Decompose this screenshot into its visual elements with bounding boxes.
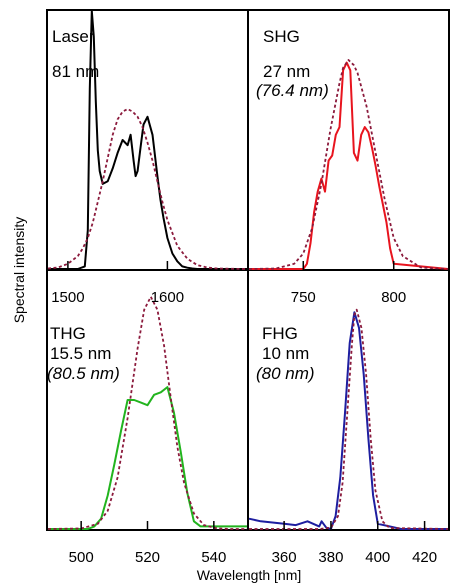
- annotation-thg-label: THG: [50, 324, 86, 343]
- panel-frame-bottom-left: [46, 269, 249, 531]
- annotation-laser-width: 81 nm: [52, 62, 99, 81]
- x-tick-label-top-left-1600: 1600: [151, 289, 184, 306]
- annotation-shg-width: 27 nm: [263, 62, 310, 81]
- panel-frame-top-left: [46, 9, 249, 271]
- panel-frame-bottom-right: [247, 269, 450, 531]
- y-axis-title: Spectral intensity: [11, 217, 27, 324]
- x-tick-label-bottom-right-380: 380: [318, 549, 343, 566]
- annotation-thg-width: 15.5 nm: [50, 344, 111, 363]
- series-line-top-left-fit: [47, 108, 248, 270]
- x-tick-label-top-left-1500: 1500: [51, 289, 84, 306]
- annotation-fhg-fit-width: (80 nm): [256, 364, 315, 383]
- series-layer: [47, 10, 449, 530]
- x-tick-label-bottom-left-500: 500: [69, 549, 94, 566]
- x-tick-label-bottom-right-420: 420: [412, 549, 437, 566]
- x-tick-label-top-right-750: 750: [291, 289, 316, 306]
- annotation-laser-label: Laser: [52, 27, 95, 46]
- x-tick-label-top-right-800: 800: [381, 289, 406, 306]
- series-line-top-right-measured: [249, 61, 449, 270]
- series-line-top-left-measured: [48, 10, 247, 270]
- x-tick-label-bottom-left-540: 540: [201, 549, 226, 566]
- annotation-shg-label: SHG: [263, 27, 300, 46]
- series-line-top-right-fit: [248, 59, 449, 270]
- panel-frame-top-right: [247, 9, 450, 271]
- x-tick-label-bottom-left-520: 520: [135, 549, 160, 566]
- annotation-thg-fit-width: (80.5 nm): [47, 364, 120, 383]
- tick-layer: 1500 1600 750 800 500 520 540 360 380 400 420: [51, 261, 437, 566]
- x-tick-label-bottom-right-400: 400: [365, 549, 390, 566]
- panel-frames: [46, 9, 450, 531]
- panel-annotations: Laser 81 nm SHG 27 nm (76.4 nm) THG 15.5…: [47, 27, 329, 383]
- series-line-bottom-left-measured: [48, 386, 247, 530]
- annotation-fhg-label: FHG: [262, 324, 298, 343]
- series-line-bottom-right-measured: [248, 311, 448, 530]
- series-line-bottom-left-fit: [47, 295, 247, 530]
- annotation-fhg-width: 10 nm: [262, 344, 309, 363]
- series-line-bottom-right-fit: [249, 308, 449, 530]
- x-axis-title: Wavelength [nm]: [197, 567, 302, 583]
- annotation-shg-fit-width: (76.4 nm): [256, 81, 329, 100]
- x-tick-label-bottom-right-360: 360: [272, 549, 297, 566]
